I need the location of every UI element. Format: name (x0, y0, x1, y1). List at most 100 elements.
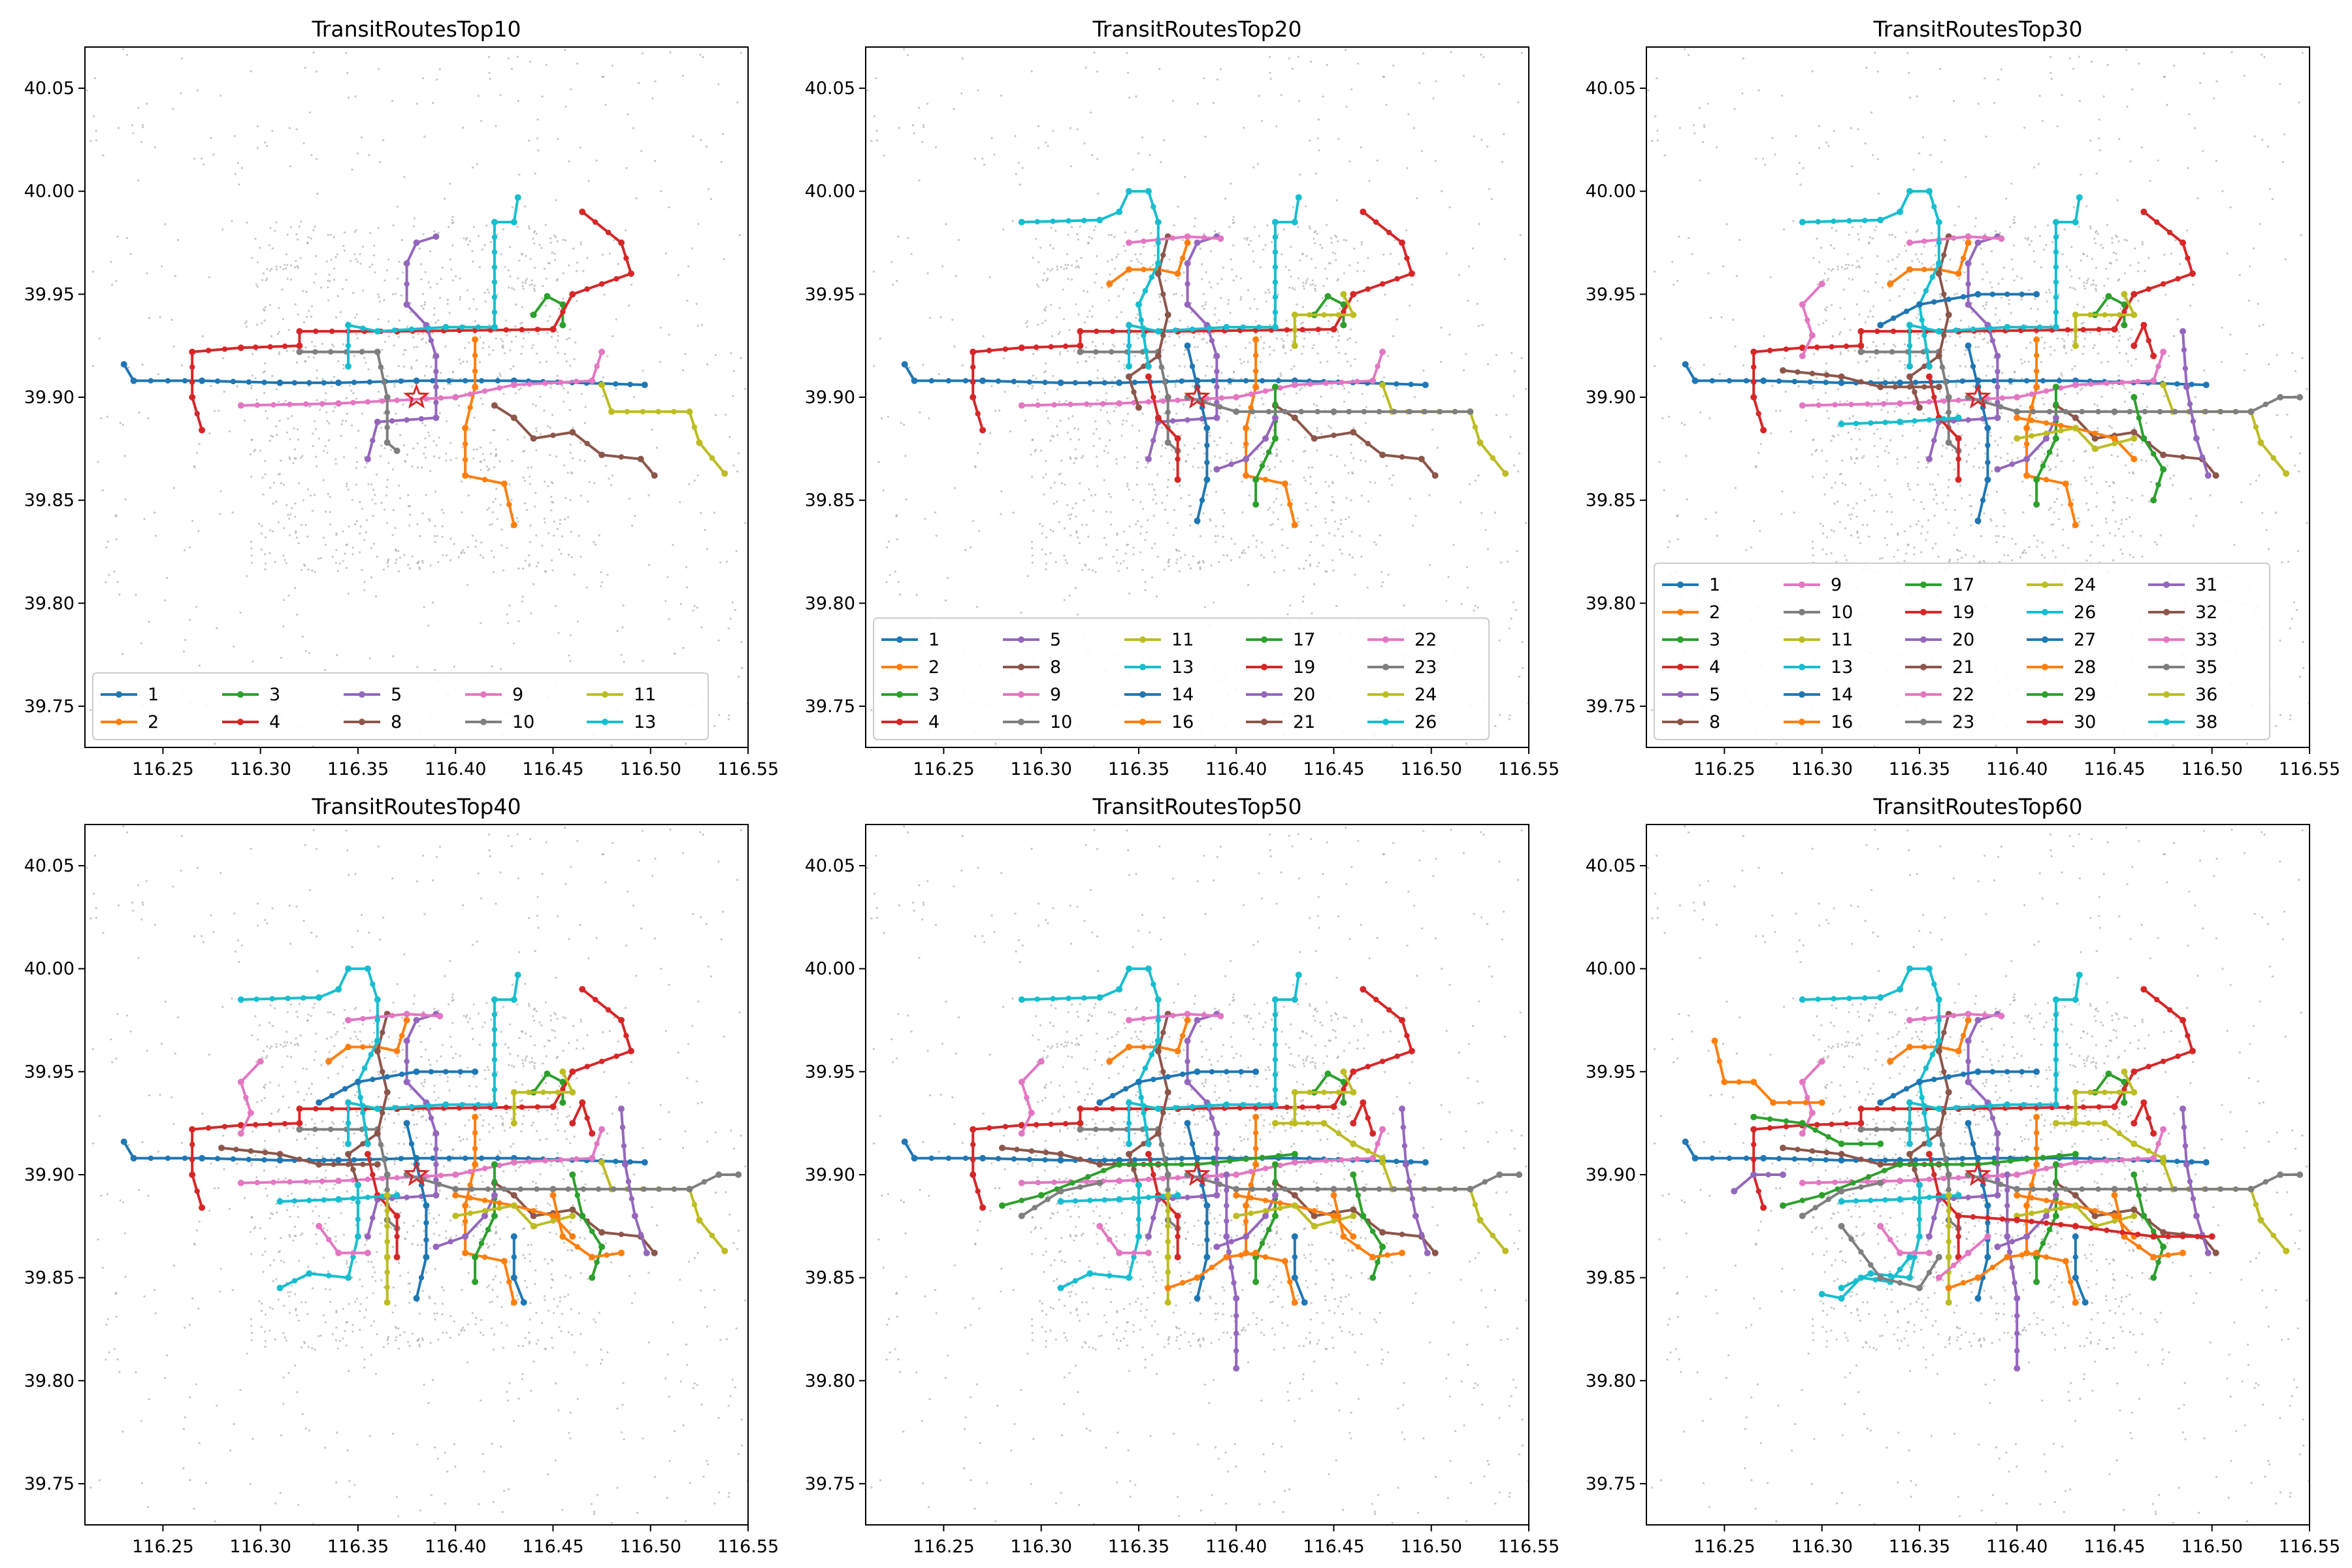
background-point (576, 261, 579, 264)
background-point (1159, 301, 1162, 303)
background-point (1490, 198, 1493, 201)
background-point (154, 511, 156, 514)
background-point (1938, 318, 1941, 321)
background-point (282, 625, 285, 628)
background-point (1771, 137, 1774, 139)
background-point (1258, 235, 1261, 237)
background-point (1012, 512, 1015, 514)
route-point (418, 416, 425, 422)
background-point (553, 520, 555, 523)
background-point (1088, 568, 1090, 571)
background-point (570, 531, 572, 533)
background-point (1880, 408, 1883, 411)
background-point (1881, 557, 1884, 559)
background-point (1280, 374, 1282, 377)
route-point (1791, 378, 1798, 385)
background-point (1060, 482, 1063, 485)
background-point (1972, 555, 1975, 558)
background-point (1106, 411, 1109, 414)
background-point (297, 428, 299, 431)
background-point (375, 473, 378, 476)
background-point (387, 560, 389, 563)
background-point (1057, 333, 1060, 335)
background-point (659, 361, 662, 363)
background-point (1089, 111, 1092, 114)
background-point (468, 307, 471, 310)
background-point (2126, 105, 2129, 108)
background-point (1904, 244, 1906, 247)
background-point (630, 284, 633, 286)
background-point (1282, 346, 1284, 348)
background-point (1214, 307, 1217, 310)
background-point (687, 265, 690, 268)
route-point (1194, 517, 1201, 525)
background-point (1153, 488, 1156, 491)
background-point (496, 233, 498, 236)
background-point (1289, 331, 1292, 333)
background-point (2047, 465, 2050, 468)
background-point (269, 269, 271, 272)
routes (1682, 188, 2304, 529)
background-point (490, 549, 493, 552)
background-point (562, 272, 565, 274)
background-point (517, 567, 520, 570)
background-point (433, 230, 436, 233)
background-point (180, 364, 184, 367)
background-point (2117, 331, 2120, 333)
background-point (1300, 387, 1303, 389)
background-point (1939, 68, 1942, 71)
route-point (1077, 328, 1084, 335)
route-point (559, 321, 566, 329)
background-point (1337, 374, 1339, 377)
background-point (1898, 295, 1901, 297)
background-point (714, 353, 717, 356)
background-point (1480, 139, 1483, 141)
background-point (1428, 494, 1431, 497)
route-point (618, 454, 625, 460)
background-point (466, 583, 469, 587)
route-point (569, 291, 576, 298)
route-point (1213, 414, 1220, 421)
legend-marker (1261, 691, 1267, 698)
background-point (1230, 459, 1233, 461)
background-point (1916, 446, 1919, 449)
background-point (608, 478, 610, 480)
background-point (2061, 253, 2064, 255)
background-point (1341, 552, 1343, 555)
background-point (1088, 385, 1091, 387)
background-point (385, 494, 388, 497)
background-point (562, 238, 564, 241)
background-point (508, 331, 512, 333)
background-point (566, 472, 569, 474)
background-point (1217, 534, 1219, 538)
background-point (1416, 197, 1418, 200)
background-point (1326, 360, 1329, 363)
route-point (1164, 439, 1171, 446)
background-point (452, 221, 455, 224)
route-point (1154, 260, 1162, 267)
legend-label: 10 (512, 712, 534, 732)
background-point (529, 257, 532, 260)
background-point (1088, 355, 1090, 358)
background-point (1309, 541, 1312, 544)
route-point (345, 343, 351, 349)
background-point (2262, 323, 2264, 326)
background-point (2279, 713, 2282, 716)
background-point (1301, 600, 1304, 603)
background-point (576, 300, 578, 302)
background-point (555, 199, 557, 202)
background-point (1781, 490, 1784, 493)
background-point (547, 532, 550, 534)
background-point (1131, 424, 1134, 427)
background-point (445, 420, 448, 423)
background-point (351, 553, 354, 555)
background-point (463, 237, 465, 240)
background-point (517, 620, 520, 623)
background-point (620, 653, 623, 656)
route-point (413, 377, 420, 384)
background-point (1037, 286, 1039, 288)
background-point (1204, 135, 1207, 138)
background-point (1345, 239, 1348, 242)
background-point (1802, 167, 1805, 169)
background-point (1927, 462, 1929, 465)
